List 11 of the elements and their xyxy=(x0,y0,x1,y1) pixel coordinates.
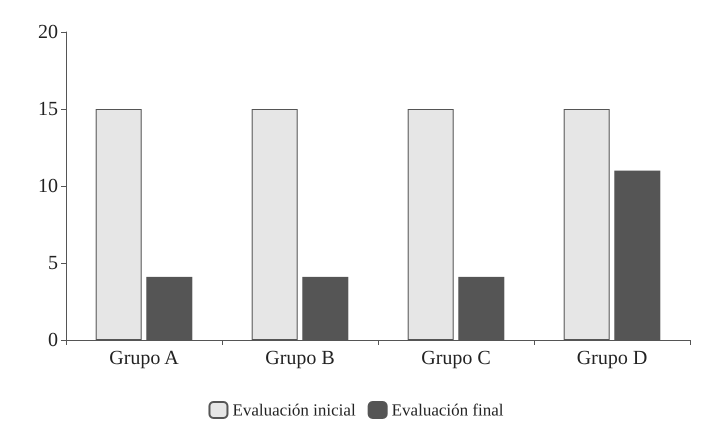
y-tick-label: 15 xyxy=(38,98,58,120)
x-tick-label: Grupo D xyxy=(576,347,648,369)
y-tick-label: 20 xyxy=(38,21,58,43)
x-tick-label: Grupo B xyxy=(265,347,335,369)
y-tick-label: 5 xyxy=(48,252,58,274)
legend-label: Evaluación inicial xyxy=(232,400,356,420)
x-tick-label: Grupo C xyxy=(421,347,491,369)
x-tick-label: Grupo A xyxy=(109,347,180,369)
y-tick-label: 10 xyxy=(38,175,58,197)
y-tick-label: 0 xyxy=(48,329,58,351)
legend-label: Evaluación final xyxy=(392,400,504,420)
